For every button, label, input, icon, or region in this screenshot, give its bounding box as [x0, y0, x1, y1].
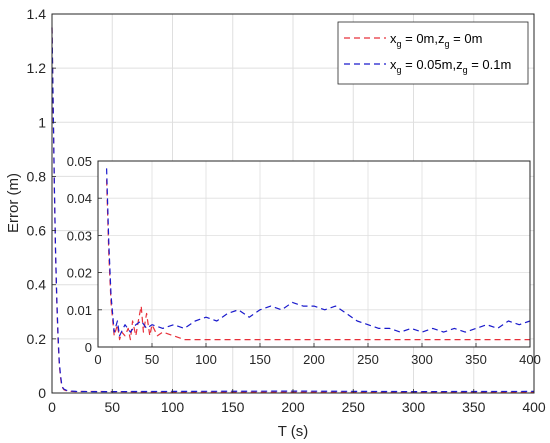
- main-y-tick-label: 1.2: [27, 60, 47, 76]
- legend: xg = 0m,zg = 0m xg = 0.05m,zg = 0.1m: [337, 21, 529, 85]
- inset-y-tick-label: 0.01: [67, 303, 92, 318]
- inset-x-tick-label: 250: [357, 352, 379, 367]
- main-y-tick-label: 0.8: [27, 168, 47, 184]
- legend-entry-0: xg = 0m,zg = 0m: [390, 31, 482, 49]
- main-y-tick-label: 0.4: [27, 277, 47, 293]
- inset-y-tick-label: 0.04: [67, 191, 92, 206]
- main-x-tick-label: 0: [48, 399, 56, 415]
- inset-x-tick-label: 200: [303, 352, 325, 367]
- inset-x-tick-label: 100: [195, 352, 217, 367]
- inset-series-line-0: [106, 179, 530, 341]
- main-y-tick-label: 1.4: [27, 6, 47, 22]
- main-y-tick-label: 0.6: [27, 223, 47, 239]
- main-x-tick-label: 350: [462, 399, 486, 415]
- inset-x-tick-label: 400: [519, 352, 541, 367]
- legend-box: [337, 21, 529, 85]
- main-y-tick-label: 0: [38, 385, 46, 401]
- main-x-tick-label: 200: [281, 399, 305, 415]
- inset-x-tick-label: 0: [94, 352, 101, 367]
- y-axis-label: Error (m): [5, 173, 22, 233]
- inset-y-tick-label: 0: [85, 340, 92, 355]
- main-x-tick-label: 300: [402, 399, 426, 415]
- inset-x-tick-label: 350: [465, 352, 487, 367]
- main-x-tick-label: 150: [221, 399, 245, 415]
- inset-ticks: 0 50 100 150 200 250 300 350 400 0 0.01 0.02 0.03 0.0…: [67, 154, 541, 367]
- main-y-tick-label: 1: [38, 114, 46, 130]
- main-x-tick-label: 250: [342, 399, 366, 415]
- inset-y-tick-label: 0.02: [67, 266, 92, 281]
- main-series: [51, 27, 535, 393]
- main-y-tick-label: 0.2: [27, 331, 47, 347]
- main-x-tick-label: 400: [522, 399, 546, 415]
- inset-y-tick-label: 0.03: [67, 228, 92, 243]
- x-axis-label: T (s): [278, 423, 309, 440]
- inset-y-tick-label: 0.05: [67, 154, 92, 169]
- main-ticks: 0 50 100 150 200 250 300 350 400 0 0.2 0.4 0.6 0.8 1 1.…: [27, 6, 546, 415]
- main-series-line-1: [51, 27, 535, 393]
- main-x-tick-label: 100: [161, 399, 185, 415]
- inset-x-tick-label: 300: [411, 352, 433, 367]
- inset-x-tick-label: 150: [249, 352, 271, 367]
- inset-series: [106, 168, 531, 341]
- main-x-tick-label: 50: [104, 399, 120, 415]
- inset-x-tick-label: 50: [145, 352, 159, 367]
- legend-entry-1: xg = 0.05m,zg = 0.1m: [390, 57, 511, 75]
